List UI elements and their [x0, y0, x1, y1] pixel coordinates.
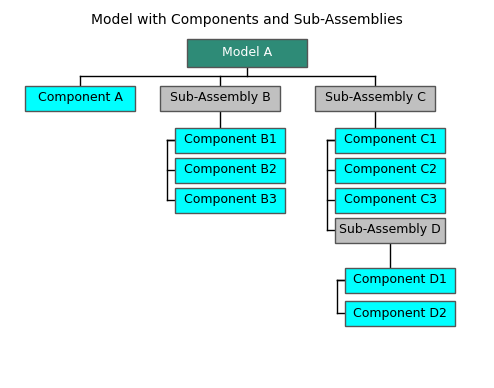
Text: Component B2: Component B2 — [184, 163, 277, 177]
FancyBboxPatch shape — [335, 218, 445, 242]
Text: Component B3: Component B3 — [184, 194, 277, 206]
Text: Component C3: Component C3 — [343, 194, 437, 206]
Text: Component D1: Component D1 — [353, 274, 447, 286]
FancyBboxPatch shape — [175, 187, 285, 213]
FancyBboxPatch shape — [345, 300, 455, 326]
FancyBboxPatch shape — [187, 39, 307, 67]
Text: Model with Components and Sub-Assemblies: Model with Components and Sub-Assemblies — [91, 13, 403, 27]
FancyBboxPatch shape — [335, 128, 445, 152]
FancyBboxPatch shape — [335, 187, 445, 213]
FancyBboxPatch shape — [160, 85, 280, 111]
Text: Sub-Assembly D: Sub-Assembly D — [339, 223, 441, 237]
FancyBboxPatch shape — [25, 85, 135, 111]
FancyBboxPatch shape — [335, 158, 445, 182]
Text: Sub-Assembly C: Sub-Assembly C — [325, 92, 425, 104]
FancyBboxPatch shape — [345, 267, 455, 293]
FancyBboxPatch shape — [175, 158, 285, 182]
Text: Component A: Component A — [38, 92, 123, 104]
FancyBboxPatch shape — [175, 128, 285, 152]
Text: Component D2: Component D2 — [353, 307, 447, 319]
Text: Sub-Assembly B: Sub-Assembly B — [169, 92, 270, 104]
Text: Component C1: Component C1 — [343, 133, 437, 147]
Text: Component B1: Component B1 — [184, 133, 277, 147]
FancyBboxPatch shape — [315, 85, 435, 111]
Text: Component C2: Component C2 — [343, 163, 437, 177]
Text: Model A: Model A — [222, 47, 272, 59]
